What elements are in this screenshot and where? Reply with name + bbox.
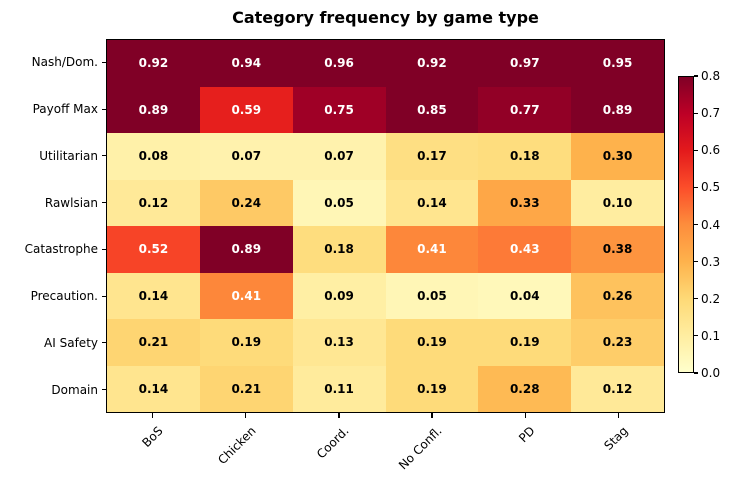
heatmap-cell: 0.26: [571, 272, 664, 319]
colorbar-tick-label: 0.5: [701, 180, 721, 195]
y-tick-label: Payoff Max: [32, 102, 98, 117]
chart-title: Category frequency by game type: [232, 8, 539, 27]
colorbar-tick-label: 0.1: [701, 328, 721, 343]
y-tick-mark: [101, 389, 106, 391]
heatmap-cell: 0.89: [199, 226, 293, 273]
colorbar-tick-mark: [694, 335, 698, 337]
colorbar-tick-mark: [694, 186, 698, 188]
heatmap-cell: 0.05: [292, 179, 386, 226]
colorbar-tick-mark: [694, 75, 698, 77]
colorbar-tick-mark: [694, 149, 698, 151]
heatmap-cell: 0.92: [107, 40, 200, 87]
y-tick-mark: [101, 155, 106, 157]
heatmap-grid: 0.92 0.94 0.96 0.92 0.97 0.95 0.89 0.59 0.75 0.85…: [106, 39, 665, 413]
heatmap-cell: 0.09: [292, 272, 386, 319]
heatmap-cell: 0.17: [385, 133, 479, 180]
y-tick-mark: [101, 248, 106, 250]
heatmap-cell: 0.97: [478, 40, 572, 87]
heatmap-cell: 0.75: [292, 86, 386, 133]
y-tick-mark: [101, 342, 106, 344]
y-tick-label: Nash/Dom.: [31, 55, 98, 70]
heatmap-cell: 0.10: [571, 179, 664, 226]
heatmap-cell: 0.89: [107, 86, 200, 133]
heatmap-cell: 0.41: [199, 272, 293, 319]
x-tick-mark: [338, 413, 340, 418]
heatmap-cell: 0.19: [385, 319, 479, 366]
colorbar-tick-label: 0.4: [701, 217, 721, 232]
colorbar-tick-mark: [694, 298, 698, 300]
heatmap-cell: 0.19: [199, 319, 293, 366]
heatmap-cell: 0.85: [385, 86, 479, 133]
heatmap-cell: 0.07: [199, 133, 293, 180]
heatmap-cell: 0.95: [571, 40, 664, 87]
heatmap-cell: 0.33: [478, 179, 572, 226]
colorbar-tick-label: 0.7: [701, 106, 721, 121]
y-tick-mark: [101, 108, 106, 110]
x-tick-mark: [431, 413, 433, 418]
colorbar-tick-mark: [694, 112, 698, 114]
heatmap-cell: 0.18: [292, 226, 386, 273]
heatmap-cell: 0.08: [107, 133, 200, 180]
y-tick-label: Domain: [51, 382, 98, 397]
x-tick-mark: [524, 413, 526, 418]
heatmap-cell: 0.92: [385, 40, 479, 87]
heatmap-cell: 0.94: [199, 40, 293, 87]
heatmap-cell: 0.43: [478, 226, 572, 273]
y-tick-label: Utilitarian: [39, 148, 98, 163]
colorbar-tick-mark: [694, 223, 698, 226]
colorbar-tick-mark: [694, 261, 698, 263]
y-tick-mark: [101, 202, 106, 204]
heatmap-cell: 0.41: [385, 226, 479, 273]
heatmap-cell: 0.12: [107, 179, 200, 226]
colorbar-tick-mark: [694, 372, 698, 374]
x-tick-mark: [151, 413, 154, 418]
heatmap-cell: 0.14: [385, 179, 479, 226]
heatmap-cell: 0.21: [199, 365, 293, 412]
y-tick-mark: [101, 295, 106, 297]
heatmap-cell: 0.18: [478, 133, 572, 180]
x-tick-label: Chicken: [214, 423, 259, 468]
heatmap-cell: 0.19: [385, 365, 479, 412]
y-tick-label: AI Safety: [44, 335, 98, 350]
heatmap-cell: 0.05: [385, 272, 479, 319]
y-tick-mark: [101, 61, 106, 63]
y-tick-label: Catastrophe: [24, 242, 98, 257]
heatmap-cell: 0.28: [478, 365, 572, 412]
heatmap-cell: 0.04: [478, 272, 572, 319]
colorbar-tick-label: 0.3: [701, 254, 721, 269]
colorbar-tick-label: 0.0: [701, 366, 721, 380]
y-tick-label: Rawlsian: [44, 195, 98, 210]
x-tick-mark: [617, 413, 619, 418]
colorbar-tick-label: 0.2: [701, 291, 721, 306]
heatmap-cell: 0.11: [292, 365, 386, 412]
heatmap-cell: 0.77: [478, 86, 572, 133]
heatmap-cell: 0.12: [571, 365, 664, 412]
heatmap-cell: 0.21: [107, 319, 200, 366]
x-tick-label: Stag: [601, 423, 632, 453]
colorbar-tick-label: 0.6: [701, 143, 721, 158]
heatmap-cell: 0.52: [107, 226, 200, 273]
x-tick-label: No Confl.: [396, 423, 445, 473]
x-tick-label: PD: [516, 423, 538, 446]
heatmap-cell: 0.30: [571, 133, 664, 180]
heatmap-cell: 0.14: [107, 365, 200, 412]
heatmap-cell: 0.14: [107, 272, 200, 319]
heatmap-cell: 0.59: [199, 86, 293, 133]
heatmap-cell: 0.19: [478, 319, 572, 366]
heatmap-cell: 0.24: [199, 179, 293, 226]
heatmap-cell: 0.13: [292, 319, 386, 366]
heatmap-cell: 0.89: [571, 86, 664, 133]
y-tick-label: Precaution.: [30, 289, 98, 304]
heatmap-cell: 0.23: [571, 319, 664, 366]
x-tick-label: BoS: [138, 423, 166, 451]
x-tick-label: Coord.: [313, 423, 352, 462]
colorbar: [678, 76, 694, 373]
colorbar-tick-label: 0.8: [701, 69, 721, 83]
x-tick-mark: [245, 413, 247, 418]
heatmap-cell: 0.07: [292, 133, 386, 180]
heatmap-cell: 0.38: [571, 226, 664, 273]
heatmap-cell: 0.96: [292, 40, 386, 87]
